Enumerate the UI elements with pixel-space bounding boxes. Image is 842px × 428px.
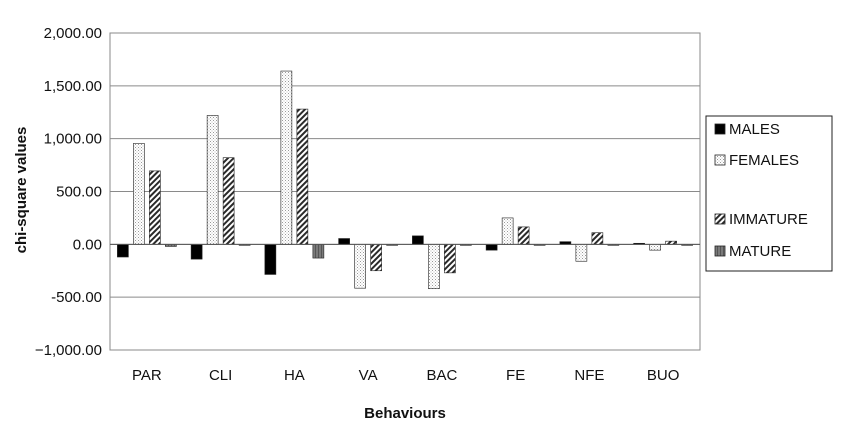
bar-females-ha <box>280 70 293 245</box>
bar-immature-cli <box>222 157 235 245</box>
bar-immature-ha <box>296 108 309 245</box>
x-tick-label: HA <box>284 367 305 384</box>
bar-males-va <box>338 238 350 245</box>
x-tick-label: NFE <box>574 367 604 384</box>
x-tick-label: BUO <box>647 367 680 384</box>
legend-label-females: FEMALES <box>729 152 799 169</box>
bar-females-bac <box>428 244 440 290</box>
legend-box <box>705 115 833 272</box>
y-tick-label: 1,000.00 <box>44 131 102 148</box>
bar-mature-ha <box>312 244 325 259</box>
bar-immature-par <box>149 170 161 245</box>
legend: MALES FEMALES IMMATURE MATURE <box>705 115 833 272</box>
bar-females-va <box>354 244 366 289</box>
y-tick-label: 1,500.00 <box>44 78 102 95</box>
bar-males-par <box>117 244 129 258</box>
legend-label-immature: IMMATURE <box>729 211 808 228</box>
bar-males-cli <box>190 244 203 260</box>
bar-females-nfe <box>575 244 588 262</box>
x-tick-label: PAR <box>132 367 162 384</box>
x-tick-label: VA <box>359 367 378 384</box>
bar-females-par <box>133 143 145 245</box>
bar-immature-bac <box>444 244 456 274</box>
legend-label-males: MALES <box>729 121 780 138</box>
legend-swatch-females <box>714 154 726 166</box>
legend-swatch-immature <box>714 213 726 225</box>
bar-females-buo <box>649 244 661 251</box>
y-tick-label: 2,000.00 <box>44 25 102 42</box>
bar-females-cli <box>206 115 219 245</box>
x-axis-title: Behaviours <box>364 405 446 422</box>
y-tick-label: 0.00 <box>73 236 102 253</box>
bar-males-ha <box>264 244 277 275</box>
legend-label-mature: MATURE <box>729 243 791 260</box>
y-tick-label: -500.00 <box>51 289 102 306</box>
y-tick-label: −1,000.00 <box>35 342 102 359</box>
x-axis-tick-labels: PAR CLI HA VA BAC FE NFE BUO <box>132 367 679 384</box>
x-tick-label: FE <box>506 367 525 384</box>
legend-swatch-mature <box>714 245 726 257</box>
y-tick-label: 500.00 <box>56 184 102 201</box>
bar-males-bac <box>412 235 424 245</box>
bar-immature-va <box>370 244 382 272</box>
y-axis-title: chi-square values <box>13 127 30 254</box>
x-tick-label: CLI <box>209 367 232 384</box>
bar-males-fe <box>485 244 498 251</box>
x-tick-label: BAC <box>426 367 457 384</box>
bar-immature-fe <box>517 226 530 245</box>
bar-immature-nfe <box>591 232 604 245</box>
y-axis-tick-labels: 2,000.00 1,500.00 1,000.00 500.00 0.00 -500.0… <box>35 25 102 359</box>
legend-swatch-males <box>714 123 726 135</box>
bar-females-fe <box>501 217 514 245</box>
